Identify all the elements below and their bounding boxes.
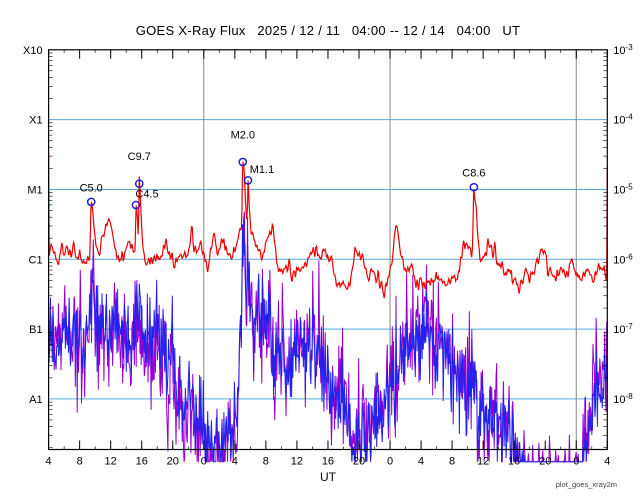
svg-text:C8.6: C8.6 xyxy=(462,168,485,180)
svg-text:plot_goes_xray2m: plot_goes_xray2m xyxy=(556,480,617,489)
svg-text:M1: M1 xyxy=(27,184,42,196)
svg-text:M2.0: M2.0 xyxy=(231,130,255,142)
svg-text:20: 20 xyxy=(353,456,365,468)
svg-text:M1.1: M1.1 xyxy=(250,164,274,176)
svg-text:4: 4 xyxy=(46,456,52,468)
svg-text:X10: X10 xyxy=(23,45,43,57)
svg-text:8: 8 xyxy=(263,456,269,468)
svg-text:8: 8 xyxy=(449,456,455,468)
svg-text:0: 0 xyxy=(573,456,579,468)
svg-text:A1: A1 xyxy=(29,394,42,406)
svg-text:8: 8 xyxy=(77,456,83,468)
svg-text:12: 12 xyxy=(291,456,303,468)
svg-text:X1: X1 xyxy=(29,115,42,127)
svg-text:GOES X-Ray Flux 2025 / 12 /: GOES X-Ray Flux 2025 / 12 / 11 04:00 -- … xyxy=(136,23,521,38)
svg-text:4: 4 xyxy=(232,456,238,468)
svg-text:B1: B1 xyxy=(29,324,42,336)
svg-text:16: 16 xyxy=(322,456,334,468)
svg-text:12: 12 xyxy=(477,456,489,468)
svg-text:4: 4 xyxy=(418,456,424,468)
svg-text:20: 20 xyxy=(539,456,551,468)
svg-text:4: 4 xyxy=(604,456,610,468)
svg-text:C1: C1 xyxy=(29,254,43,266)
svg-text:0: 0 xyxy=(201,456,207,468)
svg-text:UT: UT xyxy=(320,470,337,484)
svg-text:16: 16 xyxy=(136,456,148,468)
svg-text:0: 0 xyxy=(387,456,393,468)
svg-text:C9.7: C9.7 xyxy=(128,151,151,163)
svg-text:12: 12 xyxy=(105,456,117,468)
svg-text:C4.5: C4.5 xyxy=(135,189,158,201)
svg-text:16: 16 xyxy=(508,456,520,468)
svg-text:C5.0: C5.0 xyxy=(80,182,103,194)
svg-text:20: 20 xyxy=(167,456,179,468)
